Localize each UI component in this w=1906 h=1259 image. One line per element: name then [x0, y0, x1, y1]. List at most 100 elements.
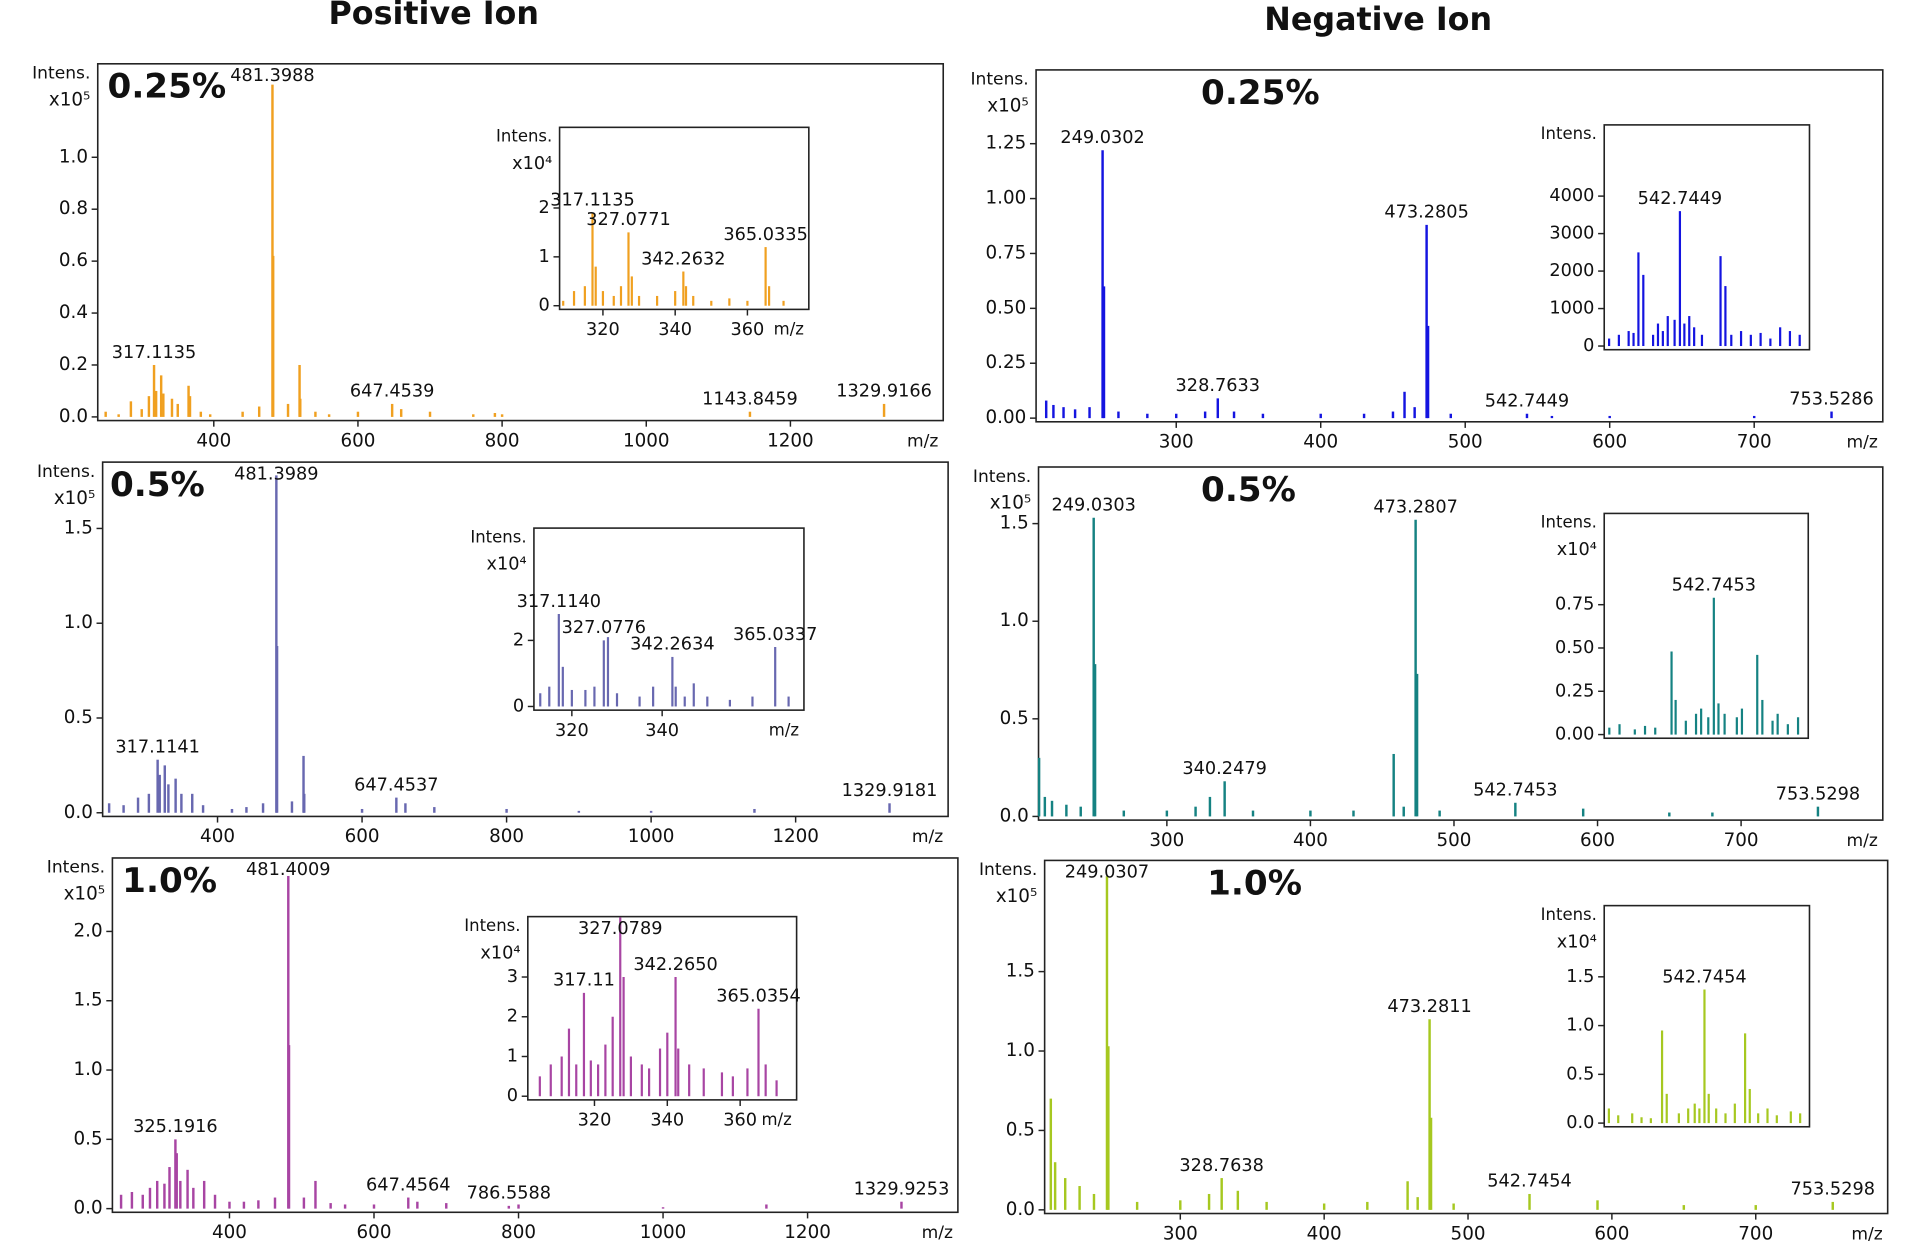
y-axis-unit: x10⁴ — [1557, 540, 1597, 560]
x-axis-label: m/z — [912, 827, 943, 847]
panel-title: 0.5% — [110, 465, 205, 505]
x-tick-label: 400 — [1307, 1223, 1342, 1244]
x-tick-label: 700 — [1738, 1223, 1773, 1244]
x-tick-label: 360 — [731, 320, 765, 340]
y-axis-unit: x10⁴ — [486, 555, 526, 575]
peak-label: 542.7453 — [1473, 781, 1557, 801]
y-tick-label: 1.5 — [1566, 967, 1594, 987]
peak-label: 317.1135 — [550, 191, 634, 211]
x-tick-label: 340 — [658, 320, 692, 340]
panel-title: 0.25% — [108, 67, 227, 107]
plot-frame — [101, 461, 949, 818]
peak-label: 473.2811 — [1387, 997, 1471, 1017]
y-axis-unit: x10⁵ — [996, 886, 1037, 907]
y-tick-label: 0.5 — [64, 707, 93, 728]
y-tick-label: 0.0 — [1000, 805, 1029, 826]
y-tick-label: 0.6 — [59, 250, 88, 271]
x-tick-label: 600 — [1594, 1223, 1629, 1244]
peak-label: 473.2807 — [1373, 497, 1457, 517]
x-axis-label: m/z — [769, 720, 799, 739]
x-tick-label: 360 — [723, 1111, 757, 1131]
peak-label: 753.5286 — [1789, 389, 1873, 409]
y-tick-label: 0.0 — [1566, 1113, 1594, 1133]
x-tick-label: 1000 — [640, 1222, 687, 1243]
y-axis-label: Intens. — [979, 860, 1037, 880]
x-tick-label: 600 — [340, 430, 375, 451]
peak-label: 365.0335 — [723, 225, 807, 245]
y-tick-label: 0.50 — [1555, 638, 1594, 658]
y-tick-label: 0.25 — [986, 352, 1027, 373]
x-tick-label: 600 — [1592, 432, 1627, 453]
peak-label: 328.7638 — [1179, 1156, 1263, 1176]
column-header: Negative Ion — [1264, 2, 1492, 38]
y-tick-label: 0.50 — [986, 297, 1027, 318]
y-tick-label: 2 — [539, 198, 550, 218]
y-tick-label: 0.0 — [74, 1198, 103, 1219]
y-axis-unit: x10⁵ — [990, 493, 1031, 514]
y-tick-label: 2.0 — [74, 920, 103, 941]
plot-frame — [96, 63, 945, 422]
x-tick-label: 1200 — [784, 1222, 831, 1243]
y-tick-label: 0.75 — [1555, 595, 1594, 615]
peak-label: 1143.8459 — [702, 389, 798, 409]
x-tick-label: 320 — [586, 320, 620, 340]
y-axis-unit: x10⁵ — [64, 884, 105, 905]
y-tick-label: 1.00 — [986, 188, 1027, 209]
peak-label: 473.2805 — [1384, 203, 1468, 223]
plot-frame — [527, 915, 798, 1101]
y-axis-label: Intens. — [470, 527, 526, 546]
y-tick-label: 0 — [507, 1086, 518, 1106]
y-tick-label: 1.0 — [1000, 610, 1029, 631]
peak-label: 325.1916 — [133, 1117, 217, 1137]
y-tick-label: 1.5 — [1006, 961, 1035, 982]
peak-label: 647.4537 — [354, 775, 438, 795]
x-tick-label: 700 — [1737, 432, 1772, 453]
x-tick-label: 300 — [1163, 1223, 1198, 1244]
y-tick-label: 1000 — [1549, 299, 1594, 319]
y-tick-label: 0.00 — [986, 407, 1027, 428]
y-tick-label: 4000 — [1549, 186, 1594, 206]
x-tick-label: 1000 — [623, 430, 670, 451]
y-tick-label: 0.0 — [1006, 1199, 1035, 1220]
panel-title: 1.0% — [122, 861, 217, 901]
y-tick-label: 0.5 — [1006, 1119, 1035, 1140]
x-tick-label: 1200 — [767, 430, 814, 451]
y-tick-label: 0.8 — [59, 198, 88, 219]
peak-label: 481.4009 — [246, 860, 330, 880]
peak-label: 249.0302 — [1060, 128, 1144, 148]
y-axis-label: Intens. — [496, 127, 552, 146]
x-axis-label: m/z — [761, 1110, 791, 1129]
x-axis-label: m/z — [774, 320, 804, 339]
peak-label: 542.7454 — [1487, 1172, 1571, 1192]
x-tick-label: 800 — [489, 826, 524, 847]
y-tick-label: 3000 — [1549, 224, 1594, 244]
y-tick-label: 1.0 — [64, 612, 93, 633]
x-tick-label: 320 — [578, 1111, 612, 1131]
y-tick-label: 0.25 — [1555, 681, 1594, 701]
y-tick-label: 1.0 — [1006, 1040, 1035, 1061]
y-tick-label: 0.75 — [986, 242, 1027, 263]
y-tick-label: 2 — [513, 630, 524, 650]
peak-label: 249.0303 — [1051, 496, 1135, 516]
x-axis-label: m/z — [907, 431, 938, 451]
plot-frame — [558, 126, 810, 311]
x-axis-label: m/z — [1847, 433, 1878, 453]
y-tick-label: 0 — [1583, 336, 1594, 356]
peak-label: 481.3989 — [234, 464, 318, 484]
y-axis-label: Intens. — [464, 916, 520, 935]
x-tick-label: 400 — [196, 430, 231, 451]
x-tick-label: 300 — [1149, 830, 1184, 851]
x-tick-label: 1000 — [628, 826, 675, 847]
peak-label: 542.7449 — [1485, 392, 1569, 412]
peak-label: 317.1135 — [112, 343, 196, 363]
y-tick-label: 1.5 — [64, 517, 93, 538]
x-tick-label: 320 — [555, 721, 589, 741]
y-axis-label: Intens. — [47, 858, 105, 878]
x-tick-label: 700 — [1724, 830, 1759, 851]
peak-label: 327.0789 — [578, 919, 662, 939]
x-axis-label: m/z — [922, 1223, 953, 1243]
peak-label: 753.5298 — [1776, 784, 1860, 804]
y-axis-label: Intens. — [37, 462, 95, 482]
x-tick-label: 400 — [200, 826, 235, 847]
peak-label: 647.4564 — [366, 1175, 450, 1195]
